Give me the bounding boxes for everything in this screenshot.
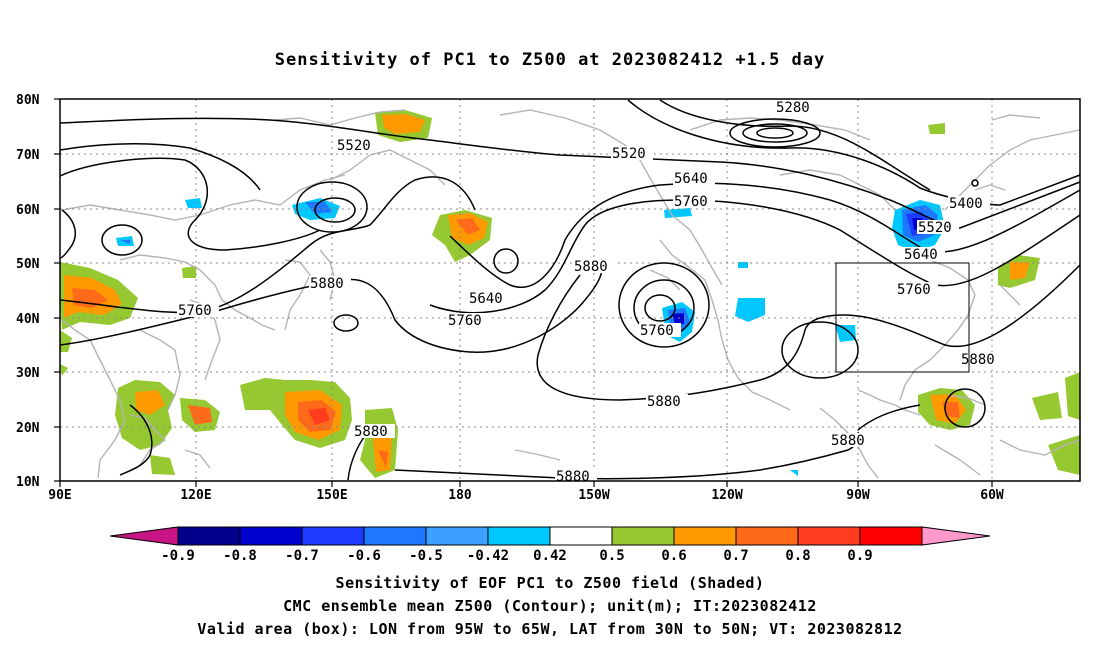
negative-patch-kamchatka bbox=[116, 198, 340, 246]
contour-label: 5880 bbox=[647, 394, 681, 410]
colorbar-swatch bbox=[859, 526, 923, 546]
lat-label: 20N bbox=[16, 421, 40, 436]
colorbar-labels: -0.9 -0.8 -0.7 -0.6 -0.5 -0.42 0.42 0.5 0.6 0.7 0.… bbox=[161, 548, 873, 564]
contour-label: 5760 bbox=[448, 313, 482, 329]
lat-label: 40N bbox=[16, 312, 40, 327]
lat-label: 50N bbox=[16, 257, 40, 272]
caption-line-2: CMC ensemble mean Z500 (Contour); unit(m… bbox=[283, 597, 817, 615]
contour-label: 5880 bbox=[961, 352, 995, 368]
colorbar-swatch bbox=[611, 526, 675, 546]
colorbar-label: -0.9 bbox=[161, 548, 195, 564]
lon-label: 90W bbox=[846, 488, 870, 503]
lat-label: 10N bbox=[16, 475, 40, 490]
contour-label: 5400 bbox=[949, 196, 983, 212]
colorbar-swatch bbox=[363, 526, 427, 546]
positive-patch-scs bbox=[115, 380, 220, 475]
lon-label: 150E bbox=[316, 488, 347, 503]
contour-label: 5760 bbox=[640, 323, 674, 339]
colorbar-swatch bbox=[487, 526, 551, 546]
contour-label: 5640 bbox=[674, 171, 708, 187]
latitude-labels: 80N 70N 60N 50N 40N 30N 20N 10N bbox=[16, 93, 40, 490]
colorbar-label: 0.9 bbox=[847, 548, 872, 564]
axis-ticks bbox=[54, 98, 993, 487]
longitude-labels: 90E 120E 150E 180 150W 120W 90W 60W bbox=[48, 488, 1004, 503]
lon-label: 180 bbox=[448, 488, 472, 503]
positive-patch-wpac bbox=[240, 378, 398, 478]
caption-line-1: Sensitivity of EOF PC1 to Z500 field (Sh… bbox=[335, 574, 765, 592]
contour-label: 5640 bbox=[469, 291, 503, 307]
colorbar-label: 0.7 bbox=[723, 548, 748, 564]
caption-line-3: Valid area (box): LON from 95W to 65W, L… bbox=[197, 620, 903, 638]
lon-label: 60W bbox=[980, 488, 1004, 503]
colorbar-swatch bbox=[673, 526, 737, 546]
colorbar-swatch bbox=[549, 526, 613, 546]
positive-patch-americas bbox=[918, 123, 1080, 475]
colorbar-label: -0.7 bbox=[285, 548, 319, 564]
lon-label: 90E bbox=[48, 488, 71, 503]
colorbar-swatch bbox=[425, 526, 489, 546]
contour-label: 5760 bbox=[897, 282, 931, 298]
lon-label: 120W bbox=[711, 488, 742, 503]
chart-title: Sensitivity of PC1 to Z500 at 2023082412… bbox=[274, 50, 826, 70]
colorbar-label: -0.5 bbox=[409, 548, 443, 564]
lat-label: 70N bbox=[16, 148, 40, 163]
lon-label: 150W bbox=[578, 488, 609, 503]
contour-label: 5520 bbox=[612, 146, 646, 162]
contour-label: 5880 bbox=[574, 259, 608, 275]
contour-label: 5760 bbox=[674, 194, 708, 210]
map-frame bbox=[59, 98, 1081, 482]
colorbar-label: 0.6 bbox=[661, 548, 686, 564]
colorbar-swatch bbox=[177, 526, 241, 546]
colorbar-label: -0.6 bbox=[347, 548, 381, 564]
contour-label: 5520 bbox=[918, 220, 952, 236]
positive-patch-north bbox=[182, 110, 492, 278]
contour-label: 5280 bbox=[776, 100, 810, 116]
valid-area-box bbox=[835, 262, 970, 373]
colorbar-triangle-high bbox=[921, 526, 991, 546]
contour-label: 5760 bbox=[178, 303, 212, 319]
colorbar-swatch bbox=[735, 526, 799, 546]
colorbar-triangle-low bbox=[109, 526, 179, 546]
colorbar-label: 0.42 bbox=[533, 548, 567, 564]
colorbar-label: -0.42 bbox=[467, 548, 509, 564]
contour-label: 5640 bbox=[904, 247, 938, 263]
contour-label: 5880 bbox=[310, 276, 344, 292]
colorbar-swatch bbox=[301, 526, 365, 546]
colorbar-label: 0.5 bbox=[599, 548, 624, 564]
lat-label: 30N bbox=[16, 366, 40, 381]
contour-label: 5520 bbox=[337, 138, 371, 154]
colorbar-label: 0.8 bbox=[785, 548, 810, 564]
contour-label: 5880 bbox=[831, 433, 865, 449]
lat-label: 60N bbox=[16, 203, 40, 218]
negative-patch-npacific bbox=[662, 208, 856, 476]
lat-label: 80N bbox=[16, 93, 40, 108]
colorbar bbox=[109, 526, 991, 546]
colorbar-swatch bbox=[797, 526, 861, 546]
colorbar-swatch bbox=[239, 526, 303, 546]
colorbar-label: -0.8 bbox=[223, 548, 257, 564]
gridlines bbox=[60, 99, 1080, 481]
lon-label: 120E bbox=[180, 488, 211, 503]
contour-label: 5880 bbox=[556, 469, 590, 485]
contour-label: 5880 bbox=[354, 424, 388, 440]
